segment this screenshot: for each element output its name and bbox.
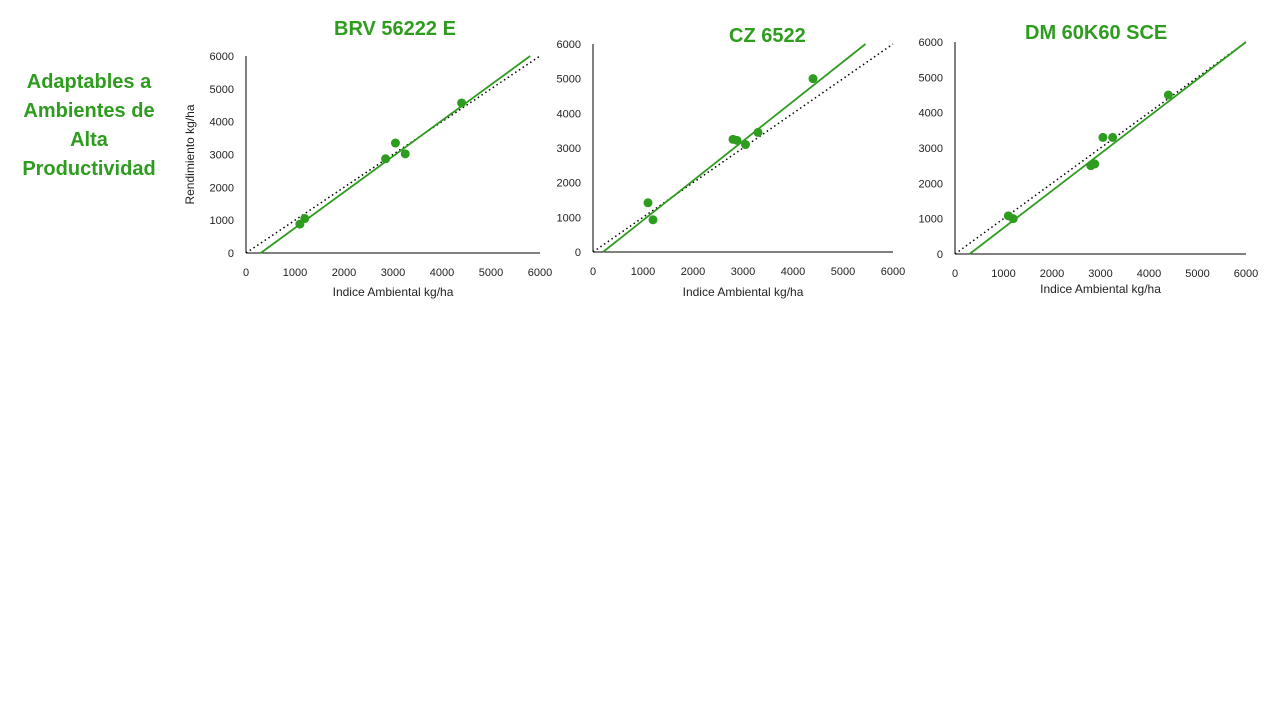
side-title: Adaptables a Ambientes de Alta Productiv…: [22, 71, 156, 180]
chart-3: 0 1000 2000 3000 4000 5000 6000 0 1000 2000 3000 40…: [919, 37, 1259, 296]
x-tick-label: 0: [952, 268, 958, 280]
y-tick-label: 4000: [919, 108, 943, 120]
y-tick-label: 1000: [210, 215, 234, 227]
data-point: [732, 135, 742, 145]
x-tick-label: 1000: [991, 268, 1015, 280]
y-tick-label: 6000: [919, 37, 943, 49]
y-tick-label: 3000: [557, 143, 581, 155]
y-tick-label: 6000: [210, 51, 234, 63]
data-point: [390, 138, 400, 148]
y-tick-label: 4000: [557, 108, 581, 120]
y-tick-label: 6000: [557, 39, 581, 51]
data-point: [381, 154, 391, 164]
x-axis-label: Indice Ambiental kg/ha: [333, 285, 454, 299]
data-point: [1163, 90, 1173, 100]
y-tick-label: 0: [937, 249, 943, 261]
y-tick-label: 2000: [210, 182, 234, 194]
reference-line: [245, 55, 541, 254]
y-tick-label: 3000: [210, 150, 234, 162]
data-point: [400, 149, 410, 159]
data-point: [1108, 132, 1118, 142]
x-tick-label: 4000: [430, 267, 454, 279]
y-tick-label: 5000: [919, 72, 943, 84]
data-point: [1090, 159, 1100, 169]
chart-title-1: BRV 56222 E: [334, 18, 456, 40]
x-tick-label: 2000: [681, 266, 705, 278]
x-tick-label: 1000: [631, 266, 655, 278]
chart-1: 0 1000 2000 3000 4000 5000 6000 0 1000 2000 3000 40…: [183, 51, 552, 299]
data-point: [1008, 214, 1018, 224]
y-tick-label: 2000: [557, 178, 581, 190]
x-tick-label: 3000: [381, 267, 405, 279]
x-tick-label: 6000: [1234, 268, 1258, 280]
x-tick-label: 2000: [1040, 268, 1064, 280]
x-tick-label: 1000: [283, 267, 307, 279]
x-tick-label: 4000: [781, 266, 805, 278]
y-tick-label: 4000: [210, 117, 234, 129]
y-tick-label: 1000: [919, 214, 943, 226]
data-point: [457, 98, 467, 108]
y-tick-label: 3000: [919, 143, 943, 155]
chart-2: 0 1000 2000 3000 4000 5000 6000 0 1000 2000 3000 40…: [557, 39, 906, 299]
x-tick-label: 3000: [1088, 268, 1112, 280]
y-tick-label: 2000: [919, 178, 943, 190]
x-tick-label: 3000: [731, 266, 755, 278]
x-tick-label: 2000: [332, 267, 356, 279]
x-axis-label: Indice Ambiental kg/ha: [1040, 282, 1161, 296]
y-tick-label: 5000: [557, 74, 581, 86]
data-point: [808, 74, 818, 84]
y-tick-label: 0: [228, 248, 234, 260]
chart-title-2: CZ 6522: [729, 25, 806, 47]
y-axis-label: Rendimiento kg/ha: [183, 104, 197, 204]
data-point: [300, 214, 310, 224]
x-tick-label: 5000: [831, 266, 855, 278]
data-point: [753, 127, 763, 137]
data-point: [643, 198, 653, 208]
data-point: [741, 140, 750, 150]
x-tick-label: 6000: [528, 267, 552, 279]
y-tick-label: 1000: [557, 212, 581, 224]
reference-line: [954, 41, 1247, 255]
y-tick-label: 5000: [210, 84, 234, 96]
x-tick-label: 0: [243, 267, 249, 279]
x-tick-label: 5000: [1185, 268, 1209, 280]
fit-line: [602, 43, 867, 253]
x-tick-label: 0: [590, 266, 596, 278]
y-tick-label: 0: [575, 247, 581, 259]
x-tick-label: 5000: [479, 267, 503, 279]
chart-title-3: DM 60K60 SCE: [1025, 22, 1168, 44]
x-tick-label: 4000: [1137, 268, 1161, 280]
x-tick-label: 6000: [881, 266, 905, 278]
x-axis-label: Indice Ambiental kg/ha: [683, 285, 804, 299]
data-point: [1098, 132, 1108, 142]
data-point: [648, 215, 658, 225]
